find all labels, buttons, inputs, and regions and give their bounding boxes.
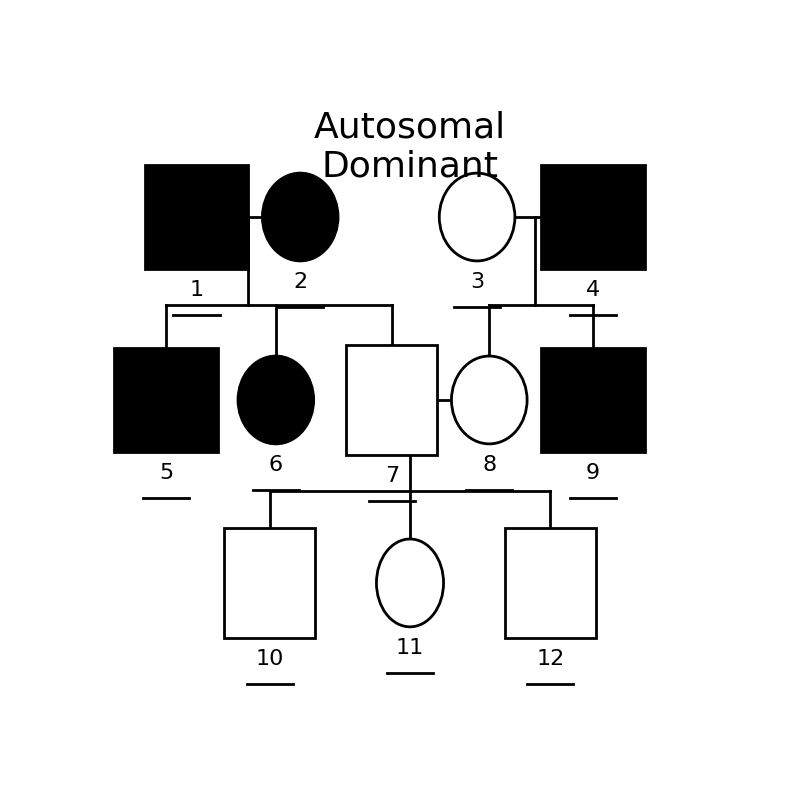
Text: 5: 5 — [159, 463, 173, 483]
Bar — [346, 345, 438, 455]
Text: 12: 12 — [536, 649, 564, 668]
Ellipse shape — [262, 173, 338, 261]
Text: 10: 10 — [255, 649, 284, 668]
Ellipse shape — [238, 356, 314, 444]
Bar — [541, 348, 645, 451]
Text: Autosomal
Dominant: Autosomal Dominant — [314, 110, 506, 184]
Text: 8: 8 — [482, 455, 496, 475]
Text: 2: 2 — [293, 272, 307, 292]
Bar — [114, 348, 218, 451]
Text: 3: 3 — [470, 272, 484, 292]
Ellipse shape — [377, 539, 443, 626]
Ellipse shape — [451, 356, 527, 444]
Text: 6: 6 — [269, 455, 283, 475]
Bar — [145, 166, 248, 268]
Text: 11: 11 — [396, 638, 424, 658]
Bar — [224, 528, 315, 638]
Text: 4: 4 — [586, 280, 600, 300]
Text: 1: 1 — [190, 280, 204, 300]
Text: 9: 9 — [586, 463, 600, 483]
Ellipse shape — [439, 173, 515, 261]
Bar — [505, 528, 596, 638]
Text: 7: 7 — [385, 466, 398, 485]
Bar — [541, 166, 645, 268]
